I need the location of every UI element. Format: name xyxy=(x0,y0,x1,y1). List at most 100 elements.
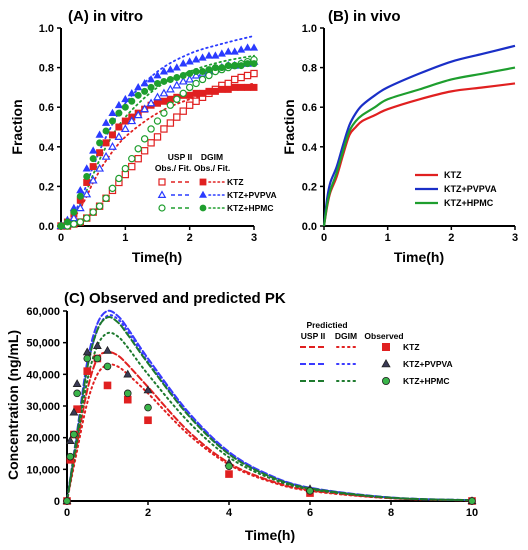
panel-a-point-ktz-pvpva-dgim xyxy=(211,51,220,59)
panel-a-point-ktz-dgim xyxy=(89,163,97,171)
panel-a-point-ktz-pvpva-dgim xyxy=(243,43,252,51)
panel-c-x-tick-label: 8 xyxy=(388,507,394,519)
panel-a-point-ktz-hpmc-dgim xyxy=(108,117,116,125)
panel-a-point-ktz-dgim xyxy=(96,149,104,157)
panel-a-point-ktz-usp-ii xyxy=(166,119,175,127)
panel-b-x-tick-label: 3 xyxy=(512,232,518,244)
panel-a-point-ktz-hpmc-usp-ii xyxy=(185,83,194,92)
panel-a-x-tick-label: 0 xyxy=(58,232,64,244)
panel-c-legend-predicted-header: Predictied xyxy=(306,320,347,330)
panel-a-x-label: Time(h) xyxy=(132,249,182,265)
panel-a-point-ktz-hpmc-dgim xyxy=(166,75,174,83)
panel-b-y-tick-label: 0.6 xyxy=(302,102,317,114)
panel-b-legend-label-ktz: KTZ xyxy=(444,170,462,180)
panel-a-legend-marker-ktz-usp xyxy=(158,178,166,186)
panel-a-point-ktz-pvpva-dgim xyxy=(76,185,85,194)
panel-c-y-tick-label: 60,000 xyxy=(26,306,60,318)
panel-a-point-ktz-hpmc-dgim xyxy=(160,77,168,85)
panel-c-observed-point-ktz-hpmc xyxy=(468,497,476,505)
panel-a-point-ktz-pvpva-dgim xyxy=(204,51,214,59)
panel-a-point-ktz-pvpva-dgim xyxy=(172,63,181,71)
panel-c-legend-dgim-header: DGIM xyxy=(335,331,357,341)
panel-b-y-label: Fraction xyxy=(281,99,297,154)
panel-c-predicted-line-ktz-dgim xyxy=(66,363,473,502)
panel-a-point-ktz-usp-ii xyxy=(140,147,149,155)
panel-a-y-tick-label: 0.4 xyxy=(39,142,55,154)
panel-a-point-ktz-pvpva-dgim xyxy=(179,59,188,67)
panel-c-observed-point-ktz xyxy=(123,395,132,404)
panel-a-point-ktz-pvpva-usp-ii xyxy=(133,110,143,119)
panel-a-point-ktz-usp-ii xyxy=(185,101,194,109)
panel-a-point-ktz-hpmc-dgim xyxy=(76,192,84,200)
panel-a-point-ktz-dgim xyxy=(108,131,116,139)
panel-a-point-ktz-hpmc-usp-ii xyxy=(70,220,78,228)
panel-a-x-tick-label: 3 xyxy=(251,232,257,244)
panel-c-observed-point-ktz xyxy=(144,416,152,425)
panel-a-point-ktz-pvpva-dgim xyxy=(230,47,239,55)
panel-a-point-ktz-hpmc-dgim xyxy=(192,68,200,76)
panel-a-point-ktz-usp-ii xyxy=(179,107,187,115)
panel-a-point-ktz-dgim xyxy=(102,139,110,147)
panel-a-point-ktz-hpmc-dgim xyxy=(199,68,207,76)
panel-a-point-ktz-pvpva-dgim xyxy=(159,67,169,75)
panel-b-title: (B) in vivo xyxy=(328,8,401,25)
panel-a-point-ktz-hpmc-dgim xyxy=(83,172,91,180)
panel-a-point-ktz-hpmc-usp-ii xyxy=(153,117,162,125)
panel-c-observed-point-ktz-hpmc xyxy=(93,354,102,363)
panel-c-data-marks xyxy=(62,309,477,505)
panel-a-point-ktz-pvpva-usp-ii xyxy=(159,88,169,97)
panel-c-y-tick-label: 20,000 xyxy=(26,433,60,445)
panel-a-point-ktz-pvpva-usp-ii xyxy=(127,116,137,125)
panel-a-point-ktz-dgim xyxy=(244,83,252,91)
panel-a-point-ktz-pvpva-usp-ii xyxy=(95,163,105,172)
panel-a-point-ktz-hpmc-dgim xyxy=(102,127,110,135)
panel-a-point-ktz-hpmc-usp-ii xyxy=(108,184,117,193)
panel-a-point-ktz-hpmc-usp-ii xyxy=(128,154,136,163)
panel-a-point-ktz-dgim xyxy=(153,99,161,107)
panel-b-x-tick-label: 1 xyxy=(385,232,391,244)
panel-a-point-ktz-usp-ii xyxy=(243,71,252,80)
panel-b-y-tick-label: 0.0 xyxy=(302,221,317,233)
panel-a-point-ktz-pvpva-dgim xyxy=(140,79,149,87)
panel-a-legend-label-hpmc: KTZ+HPMC xyxy=(227,203,274,213)
panel-a-point-ktz-hpmc-dgim xyxy=(244,60,252,68)
panel-a-point-ktz-pvpva-dgim xyxy=(153,71,162,79)
panel-a-point-ktz-hpmc-usp-ii xyxy=(147,125,155,133)
panel-a-point-ktz-pvpva-usp-ii xyxy=(88,175,98,184)
panel-a-point-ktz-hpmc-dgim xyxy=(147,83,155,91)
panel-a-point-ktz-pvpva-dgim xyxy=(192,55,201,63)
panel-a-point-ktz-pvpva-usp-ii xyxy=(153,92,162,101)
panel-a-point-ktz-usp-ii xyxy=(250,69,258,78)
panel-a-point-ktz-pvpva-usp-ii xyxy=(120,124,130,133)
panel-a-point-ktz-hpmc-dgim xyxy=(218,64,226,72)
panel-a-point-ktz-pvpva-usp-ii xyxy=(108,142,117,150)
panel-a-point-ktz-hpmc-dgim xyxy=(186,70,194,78)
panel-c-y-tick-label: 40,000 xyxy=(26,369,60,381)
panel-c-axes: 0 2 4 6 8 10 0 10,000 20,000 30,000 40,000 50,000 60… xyxy=(26,306,478,519)
panel-a-legend-label-pvpva: KTZ+PVPVA xyxy=(227,190,277,200)
panel-a-point-ktz-hpmc-usp-ii xyxy=(115,174,123,183)
panel-a-point-ktz-hpmc-dgim xyxy=(211,64,219,72)
panel-a-legend-marker-ktz-pvpva-dgim xyxy=(199,190,207,198)
panel-c-observed-point-ktz-pvpva xyxy=(65,436,75,444)
panel-c-legend-usp-header: USP II xyxy=(301,331,325,341)
panel-a-point-ktz-pvpva-usp-ii xyxy=(114,132,124,140)
panel-a-y-tick-label: 0.8 xyxy=(39,63,54,75)
panel-a-in-vitro: (A) in vitro Fraction Time(h) 0 1 2 3 0.0 0.2… xyxy=(9,8,277,265)
panel-a-point-ktz-pvpva-dgim xyxy=(89,146,98,154)
panel-b-x-tick-label: 2 xyxy=(448,232,454,244)
panel-a-point-ktz-pvpva-usp-ii xyxy=(165,84,175,93)
panel-c-observed-point-ktz-hpmc xyxy=(306,487,314,495)
panel-a-point-ktz-dgim xyxy=(121,117,129,125)
panel-a-legend: USP II Obs./ Fit. DGIM Obs./ Fit. KTZ KT… xyxy=(155,152,277,213)
panel-a-legend-marker-ktz-dgim xyxy=(199,178,207,186)
panel-a-point-ktz-usp-ii xyxy=(173,113,181,121)
panel-a-point-ktz-usp-ii xyxy=(160,125,168,133)
panel-c-y-tick-label: 30,000 xyxy=(26,401,60,413)
panel-a-point-ktz-dgim xyxy=(224,85,232,93)
panel-c-legend-label-ktz: KTZ xyxy=(403,342,420,352)
panel-a-point-ktz-hpmc-usp-ii xyxy=(198,75,207,84)
panel-a-point-ktz-pvpva-usp-ii xyxy=(146,98,156,107)
panel-b-y-tick-label: 1.0 xyxy=(302,23,317,35)
panel-a-point-ktz-hpmc-dgim xyxy=(128,97,136,105)
